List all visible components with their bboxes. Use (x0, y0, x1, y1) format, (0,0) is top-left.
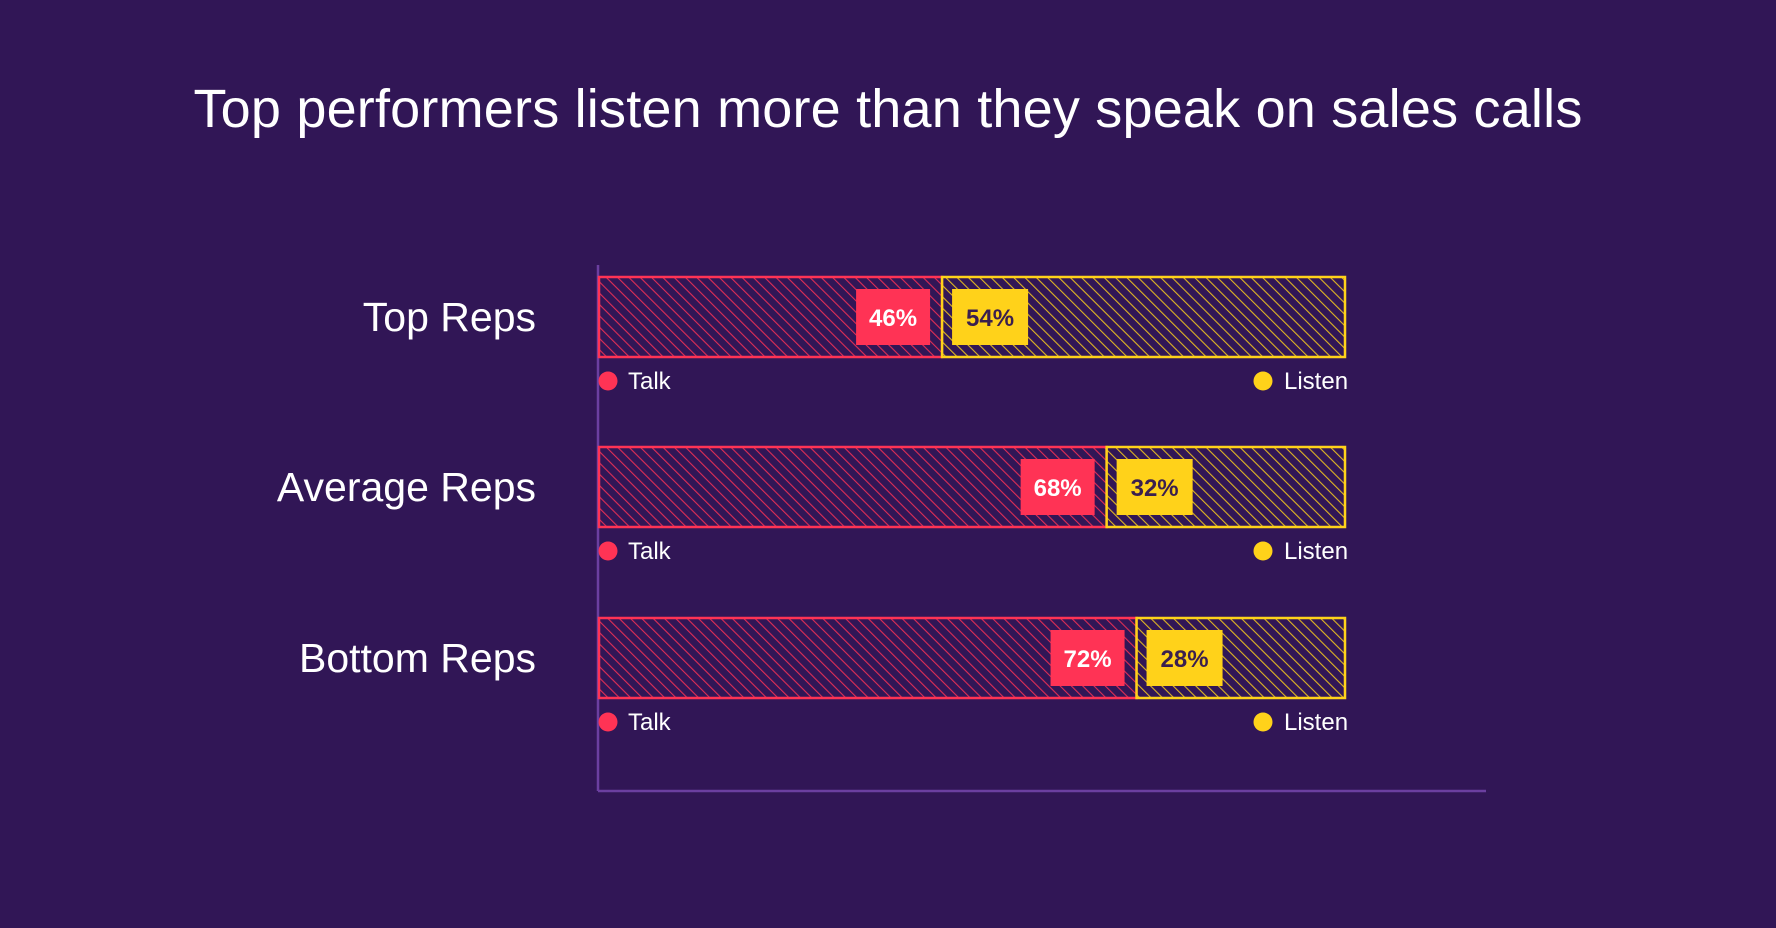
legend-dot-listen-bottom-reps (1253, 712, 1273, 732)
chart-title: Top performers listen more than they spe… (193, 79, 1583, 139)
bar-group-bottom-reps: Bottom Reps 72% 28% Talk Listen (299, 616, 1348, 736)
badge-talk-average-reps (1020, 459, 1095, 515)
category-label-bottom-reps: Bottom Reps (299, 635, 536, 681)
badge-talk-top-reps (856, 289, 931, 345)
legend-label-listen-top-reps: Listen (1284, 368, 1348, 395)
badge-talk-bottom-reps (1050, 630, 1125, 686)
legend-label-talk-top-reps: Talk (628, 368, 672, 395)
legend-label-listen-bottom-reps: Listen (1284, 709, 1348, 736)
value-label-talk-top-reps: 46% (869, 305, 917, 332)
legend-dot-listen-average-reps (1253, 541, 1273, 561)
legend-dot-listen-top-reps (1253, 371, 1273, 391)
legend-label-talk-bottom-reps: Talk (628, 709, 672, 736)
value-label-talk-average-reps: 68% (1034, 475, 1082, 502)
legend-dot-talk-average-reps (598, 541, 618, 561)
bar-group-top-reps: Top Reps 46% 54% Talk Listen (363, 275, 1348, 395)
legend-label-talk-average-reps: Talk (628, 538, 672, 565)
value-label-listen-bottom-reps: 28% (1161, 646, 1209, 673)
legend-label-listen-average-reps: Listen (1284, 538, 1348, 565)
value-label-listen-average-reps: 32% (1131, 475, 1179, 502)
category-label-average-reps: Average Reps (277, 464, 536, 510)
category-label-top-reps: Top Reps (363, 294, 536, 340)
badge-listen-bottom-reps (1146, 630, 1223, 686)
legend-dot-talk-top-reps (598, 371, 618, 391)
badge-listen-average-reps (1116, 459, 1193, 515)
legend-dot-talk-bottom-reps (598, 712, 618, 732)
value-label-talk-bottom-reps: 72% (1064, 646, 1112, 673)
badge-listen-top-reps (952, 289, 1029, 345)
value-label-listen-top-reps: 54% (966, 305, 1014, 332)
bar-group-average-reps: Average Reps 68% 32% Talk Listen (277, 445, 1348, 565)
